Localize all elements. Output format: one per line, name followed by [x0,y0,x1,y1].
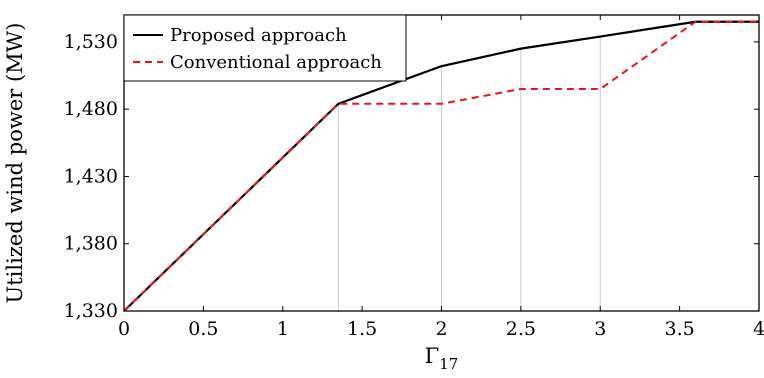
x-tick-label: 1 [277,318,289,340]
y-tick-label: 1,330 [64,300,118,322]
series-line-conventional [123,20,759,312]
x-axis-label-symbol: Γ [425,344,440,368]
x-axis-label-subscript: 17 [439,355,458,373]
legend-label-conventional: Conventional approach [170,52,382,73]
axis-ticks: 0 0.5 1 1.5 2 2.5 3 3.5 4 1,330 1,380 1,430 1,480 1,5… [64,15,764,340]
y-axis-label: Utilized wind power (MW) [3,23,27,304]
x-tick-label: 2.5 [506,318,536,340]
x-tick-label: 1.5 [347,318,377,340]
series-layer [123,20,759,312]
y-tick-label: 1,530 [64,31,118,53]
x-axis-label: Γ17 [425,344,459,373]
x-tick-label: 4 [753,318,764,340]
legend-label-proposed: Proposed approach [170,25,347,46]
legend-box [123,14,407,82]
x-tick-label: 3.5 [665,318,695,340]
y-tick-label: 1,480 [64,98,118,120]
y-tick-label: 1,430 [64,165,118,187]
vertical-guide-lines [337,36,601,311]
legend: Proposed approach Conventional approach [123,14,407,82]
x-tick-label: 2 [435,318,447,340]
x-tick-label: 0 [118,318,130,340]
x-tick-label: 0.5 [188,318,218,340]
y-tick-label: 1,380 [64,233,118,255]
x-tick-label: 3 [594,318,606,340]
